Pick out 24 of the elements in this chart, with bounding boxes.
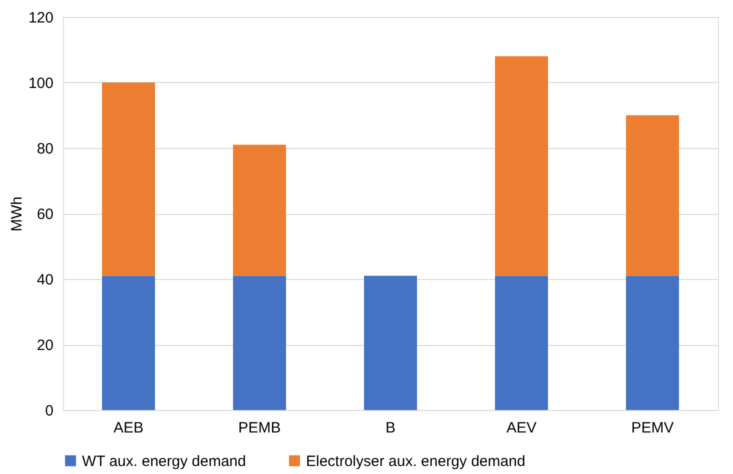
bar bbox=[495, 276, 548, 410]
x-tick-label: PEMB bbox=[238, 420, 281, 436]
y-tick-label: 40 bbox=[36, 272, 54, 288]
legend-label: WT aux. energy demand bbox=[82, 452, 246, 470]
bar bbox=[233, 144, 286, 276]
y-axis-title: MWh bbox=[8, 196, 26, 232]
bar bbox=[626, 115, 679, 276]
bar bbox=[364, 276, 417, 410]
bar bbox=[102, 276, 155, 410]
y-tick-label: 80 bbox=[36, 140, 54, 158]
y-tick-label: 100 bbox=[28, 75, 54, 92]
legend-label: Electrolyser aux. energy demand bbox=[306, 452, 526, 470]
bar bbox=[233, 276, 286, 410]
bar bbox=[626, 276, 679, 410]
bar bbox=[102, 82, 155, 276]
x-tick-label: PEMV bbox=[631, 420, 674, 436]
x-tick-label: AEV bbox=[506, 420, 537, 436]
x-tick-label: AEB bbox=[113, 420, 144, 436]
y-tick-label: 0 bbox=[45, 402, 54, 420]
y-tick-label: 120 bbox=[28, 10, 54, 26]
x-tick-label: B bbox=[385, 420, 396, 436]
y-tick-label: 20 bbox=[36, 337, 54, 354]
bar bbox=[495, 56, 548, 276]
y-tick-label: 60 bbox=[36, 206, 54, 223]
